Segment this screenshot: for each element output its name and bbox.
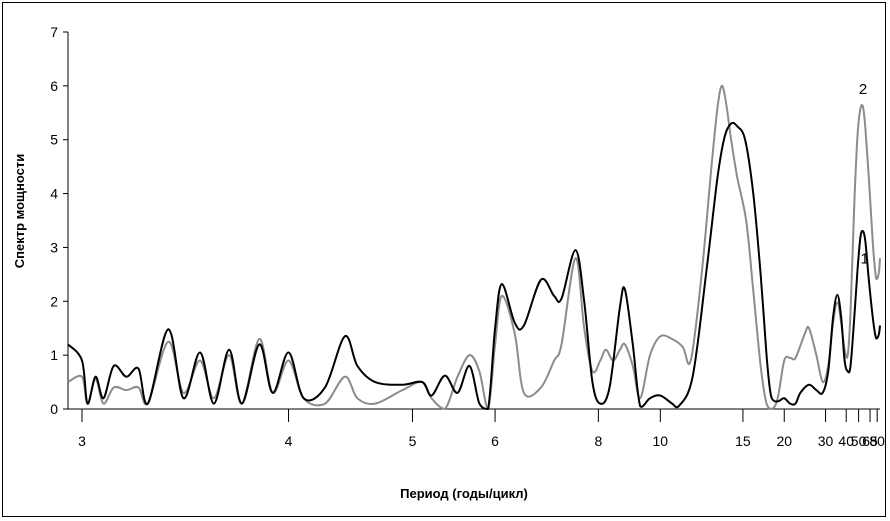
x-tick-label: 10: [653, 433, 669, 449]
x-tick-label: 15: [735, 433, 751, 449]
x-tick-label: 8: [594, 433, 602, 449]
y-tick-label: 6: [50, 78, 58, 94]
x-tick-label: 5: [409, 433, 417, 449]
y-tick-label: 1: [50, 347, 58, 363]
y-tick-label: 4: [50, 186, 58, 202]
x-tick-label: 50: [851, 433, 867, 449]
y-tick-label: 5: [50, 132, 58, 148]
x-tick-label: 3: [78, 433, 86, 449]
y-tick-label: 7: [50, 24, 58, 40]
series-1-label: 1: [861, 251, 869, 268]
x-axis-title: Период (годы/цикл): [400, 486, 528, 501]
y-tick-label: 0: [50, 401, 58, 417]
y-tick-label: 2: [50, 293, 58, 309]
x-tick-label: 20: [776, 433, 792, 449]
series-1-line: [67, 121, 881, 410]
axes: [67, 32, 880, 410]
x-tick-label: 65: [862, 433, 878, 449]
x-tick-label: 6: [491, 433, 499, 449]
x-tick-label: 4: [285, 433, 293, 449]
x-tick-label: 40: [838, 433, 854, 449]
x-tick-label: 80: [869, 433, 885, 449]
y-axis-title: Спектр мощности: [12, 154, 27, 268]
series-2-line: [67, 84, 881, 410]
series-2-label: 2: [859, 81, 867, 98]
y-tick-label: 3: [50, 239, 58, 255]
x-tick-label: 30: [818, 433, 834, 449]
series-layer: 21: [67, 81, 881, 410]
